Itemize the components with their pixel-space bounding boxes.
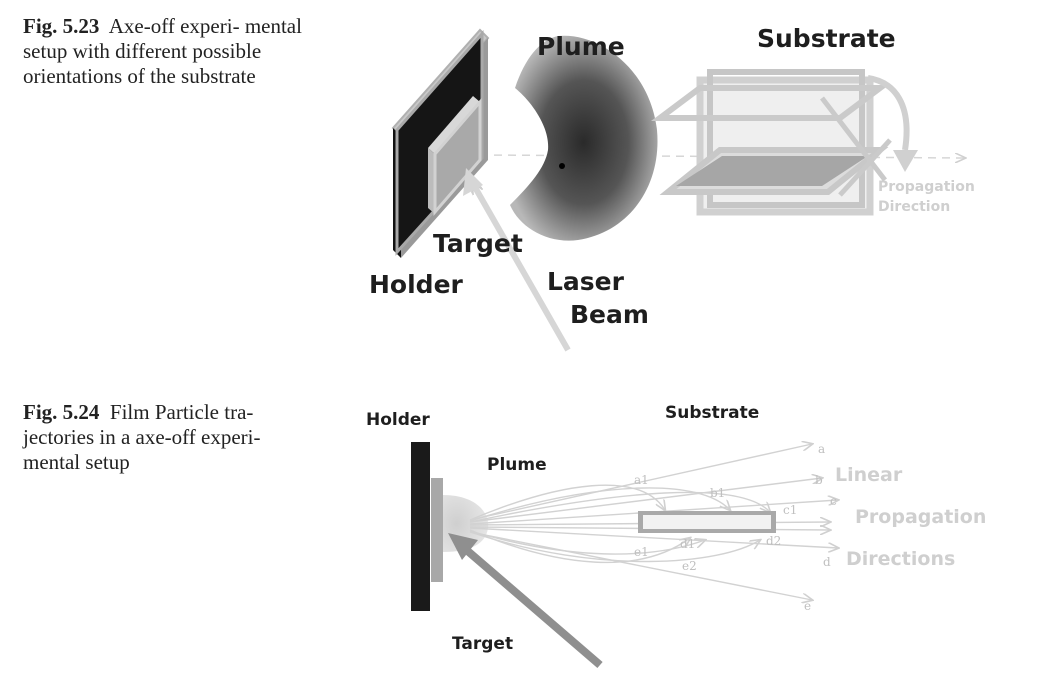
- caption-text: Film Particle tra- jectories in a axe-of…: [23, 400, 261, 474]
- particle-trajectories: [469, 444, 838, 600]
- label-plume: Plume: [537, 32, 625, 61]
- target-strip: [431, 478, 443, 582]
- fig-5-24-diagram: Holder Substrate Plume Target Linear Pro…: [366, 403, 986, 669]
- substrate-assembly: [651, 69, 892, 216]
- substrate-face: [643, 515, 771, 529]
- trajectory-letters: a b c d e a1 b1 c1 d1 d2 e1 e2: [634, 442, 837, 613]
- label-laser: Laser: [547, 267, 625, 296]
- label-directions: Directions: [846, 548, 955, 570]
- label-plume: Plume: [487, 455, 547, 475]
- label-holder: Holder: [369, 270, 464, 299]
- figure-5-23-caption: Fig. 5.23 Axe-off experi- mental setup w…: [23, 14, 308, 89]
- traj-label-b1: b1: [710, 486, 725, 500]
- traj-label-e2: e2: [682, 559, 697, 573]
- traj-label-e1: e1: [634, 545, 649, 559]
- laser-arrow: [460, 543, 603, 669]
- holder-bar: [411, 442, 430, 611]
- label-target: Target: [452, 634, 513, 654]
- label-propagation: Propagation: [855, 506, 986, 528]
- figure-number: Fig. 5.23: [23, 14, 100, 38]
- label-beam: Beam: [570, 300, 649, 329]
- laser-beam-arrow: [469, 182, 571, 352]
- fig-5-23-diagram: Plume Substrate Target Holder Laser Beam…: [369, 24, 975, 352]
- label-linear: Linear: [835, 464, 903, 486]
- target-plate: [428, 96, 482, 217]
- rotation-arrowhead: [893, 150, 918, 172]
- traj-label-b: b: [815, 473, 823, 487]
- laser-beam-arrowhead: [463, 168, 483, 196]
- label-holder: Holder: [366, 410, 430, 430]
- figure-5-24-caption: Fig. 5.24 Film Particle tra- jectories i…: [23, 400, 308, 475]
- rotation-arrow: [867, 75, 910, 151]
- traj-label-c1: c1: [783, 503, 797, 517]
- traj-label-d1: d1: [680, 537, 695, 551]
- label-substrate: Substrate: [757, 24, 896, 53]
- caption-text: Axe-off experi- mental setup with differ…: [23, 14, 302, 88]
- traj-label-e: e: [804, 599, 811, 613]
- traj-label-d: d: [823, 555, 831, 569]
- label-target: Target: [433, 229, 523, 258]
- laser-arrowhead: [448, 533, 478, 560]
- plume-cloud: [510, 35, 658, 241]
- traj-label-d2: d2: [766, 534, 781, 548]
- traj-label-a: a: [818, 442, 825, 456]
- label-direction: Direction: [878, 199, 950, 215]
- label-substrate: Substrate: [665, 403, 759, 423]
- figure-number: Fig. 5.24: [23, 400, 100, 424]
- traj-label-c: c: [830, 494, 837, 508]
- label-propagation: Propagation: [878, 179, 975, 195]
- traj-label-a1: a1: [634, 473, 649, 487]
